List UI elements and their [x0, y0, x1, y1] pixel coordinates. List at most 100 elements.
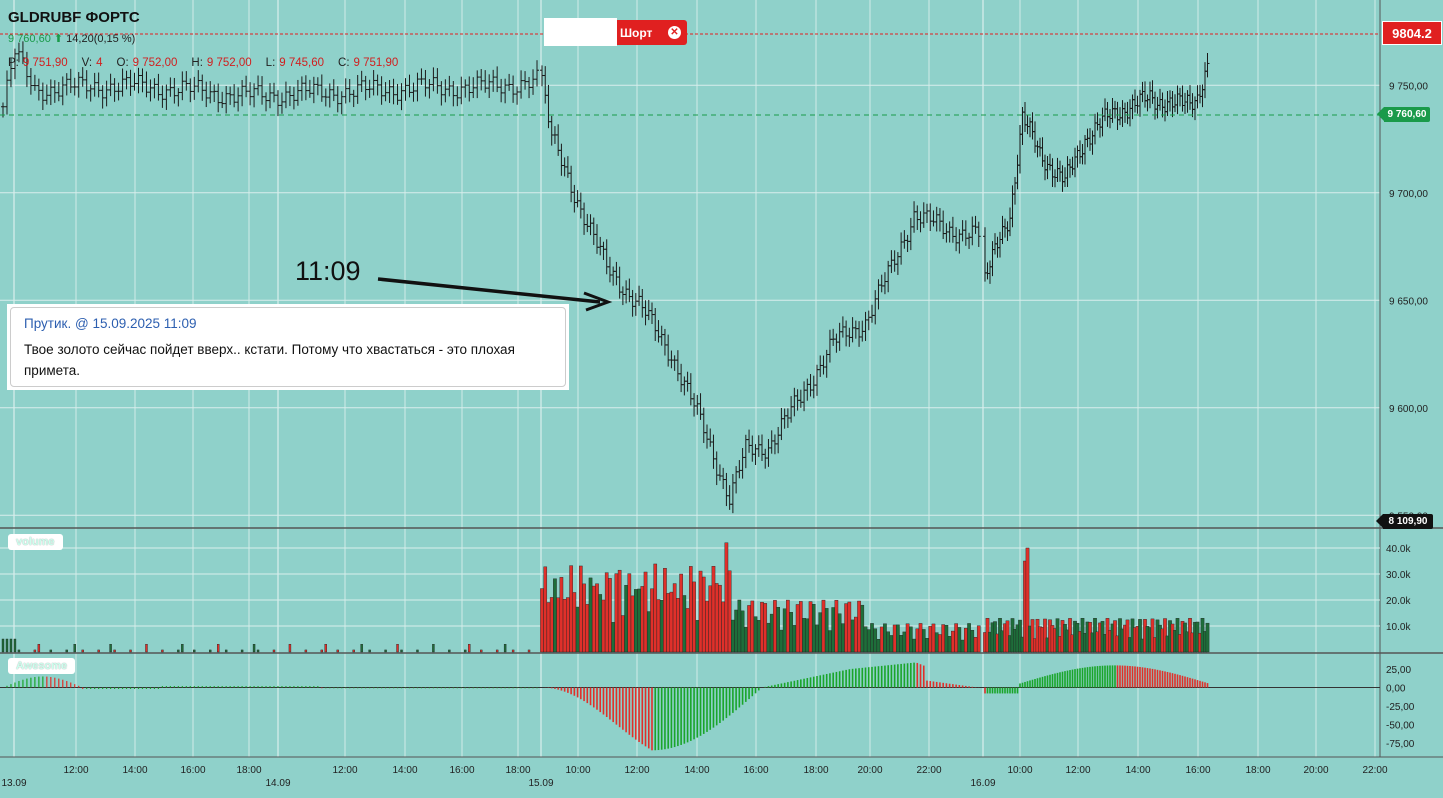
comment-author[interactable]: Прутик. — [24, 316, 72, 331]
ohlc-key: P: — [8, 57, 19, 69]
volume-bar — [352, 649, 355, 653]
volume-bar — [964, 627, 968, 653]
volume-bar — [773, 600, 777, 653]
volume-bar — [896, 624, 900, 653]
ohlc-value: 4 — [96, 57, 103, 69]
volume-bar — [240, 649, 244, 653]
volume-bar — [747, 605, 751, 653]
volume-bar — [416, 649, 419, 653]
volume-bar — [844, 603, 848, 653]
volume-bar — [360, 644, 363, 653]
volume-bar — [13, 638, 17, 653]
quote-line: 9 760,60 ⬆ 14,20(0,15 %) — [8, 32, 135, 45]
volume-bar — [863, 626, 868, 653]
volume-bar — [902, 631, 907, 653]
volume-bar — [384, 649, 387, 653]
comment-header: Прутик. @ 15.09.2025 11:09 — [24, 316, 552, 331]
time-tick-label: 18:00 — [505, 765, 530, 776]
volume-bar — [711, 566, 716, 653]
price-tick-label: 9 600,00 — [1389, 404, 1428, 415]
volume-bar — [734, 609, 738, 653]
time-tick-label: 14:00 — [122, 765, 147, 776]
volume-bar — [37, 644, 41, 653]
volume-bar — [611, 622, 615, 653]
volume-bar — [821, 599, 826, 653]
volume-bar — [685, 608, 690, 653]
volume-bar — [1043, 618, 1047, 653]
volume-bar — [870, 623, 874, 653]
volume-bar — [756, 620, 761, 653]
comment-at: @ — [74, 316, 89, 331]
ao-tick-label: 25,00 — [1386, 665, 1411, 676]
volume-bar — [304, 649, 308, 653]
volume-bar — [608, 578, 612, 653]
volume-bar — [640, 586, 645, 653]
volume-bar — [582, 583, 586, 653]
volume-bar — [73, 644, 76, 653]
volume-bar — [967, 623, 971, 653]
volume-bar — [368, 649, 371, 653]
time-tick-label: 12:00 — [624, 765, 649, 776]
awesome-panel-label: Awesome — [8, 658, 76, 674]
volume-bar — [921, 629, 926, 653]
time-annotation: 11:09 — [295, 256, 361, 286]
volume-bar — [938, 634, 942, 653]
volume-bar — [689, 566, 693, 653]
volume-bar — [818, 612, 823, 653]
volume-bar — [113, 649, 116, 653]
time-tick-label: 16:00 — [743, 765, 768, 776]
time-tick-label: 13.09 — [1, 778, 26, 789]
volume-bar — [634, 589, 638, 653]
volume-bar — [630, 595, 635, 653]
short-order-button[interactable]: Шорт ✕ — [617, 20, 687, 45]
short-label: Шорт — [620, 25, 653, 40]
close-icon[interactable]: ✕ — [668, 26, 681, 39]
ohlc-readout: P: 9 751,90 V: 4 O: 9 752,00 H: 9 752,00 L: 9 745… — [8, 57, 412, 69]
volume-bar — [637, 588, 641, 653]
volume-bar — [575, 606, 580, 653]
volume-bar — [676, 598, 680, 653]
volume-bar — [556, 597, 560, 653]
volume-bar — [224, 649, 228, 653]
volume-bar — [503, 644, 507, 653]
volume-bar — [718, 584, 722, 653]
time-tick-label: 14:00 — [1125, 765, 1150, 776]
volume-bar — [799, 601, 803, 653]
volume-bar — [802, 618, 806, 653]
volume-bar — [847, 601, 852, 653]
volume-bar — [585, 604, 590, 653]
volume-bar — [643, 571, 648, 653]
target-price-label: 9804.2 — [1382, 21, 1442, 45]
volume-bar — [336, 649, 339, 653]
volume-bar — [866, 629, 871, 653]
ohlc-key: O: — [116, 57, 129, 69]
volume-tick-label: 40.0k — [1386, 544, 1411, 555]
volume-bar — [543, 566, 548, 653]
volume-bar — [973, 637, 978, 653]
volume-bar — [731, 619, 735, 653]
volume-bar — [653, 563, 658, 653]
ohlc-key: V: — [81, 57, 93, 69]
ohlc-value: 9 751,90 — [22, 57, 68, 69]
time-tick-label: 12:00 — [63, 765, 88, 776]
volume-bar — [679, 573, 683, 653]
volume-bar — [925, 638, 929, 653]
volume-bar — [789, 612, 793, 653]
volume-bar — [288, 644, 292, 653]
volume-bar — [624, 585, 628, 653]
volume-bar — [760, 601, 764, 653]
volume-bar — [724, 542, 729, 653]
volume-bar — [769, 613, 774, 653]
volume-bar — [546, 602, 551, 653]
order-input-box[interactable] — [544, 18, 617, 46]
volume-bar — [9, 638, 13, 653]
volume-bar — [650, 588, 654, 653]
volume-bar — [193, 649, 196, 653]
volume-bar — [779, 629, 784, 653]
volume-bar — [621, 615, 625, 653]
volume-bar — [692, 581, 696, 653]
volume-bar — [705, 600, 709, 653]
volume-bar — [786, 599, 790, 653]
comment-datetime[interactable]: 15.09.2025 11:09 — [92, 316, 197, 331]
